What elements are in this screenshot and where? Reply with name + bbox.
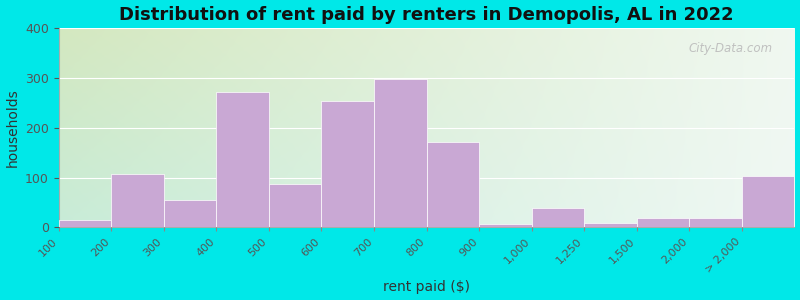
Bar: [269, 184, 322, 227]
Y-axis label: households: households: [6, 88, 19, 167]
Bar: [58, 220, 111, 227]
Bar: [111, 174, 164, 227]
Bar: [690, 218, 742, 227]
Bar: [637, 218, 690, 227]
Bar: [322, 101, 374, 227]
Title: Distribution of rent paid by renters in Demopolis, AL in 2022: Distribution of rent paid by renters in …: [119, 6, 734, 24]
Bar: [532, 208, 584, 227]
X-axis label: rent paid ($): rent paid ($): [383, 280, 470, 294]
Bar: [426, 142, 479, 227]
Text: City-Data.com: City-Data.com: [688, 42, 772, 55]
Bar: [164, 200, 216, 227]
Bar: [479, 224, 532, 227]
Bar: [374, 79, 426, 227]
Bar: [584, 224, 637, 227]
Bar: [216, 92, 269, 227]
Bar: [742, 176, 794, 227]
